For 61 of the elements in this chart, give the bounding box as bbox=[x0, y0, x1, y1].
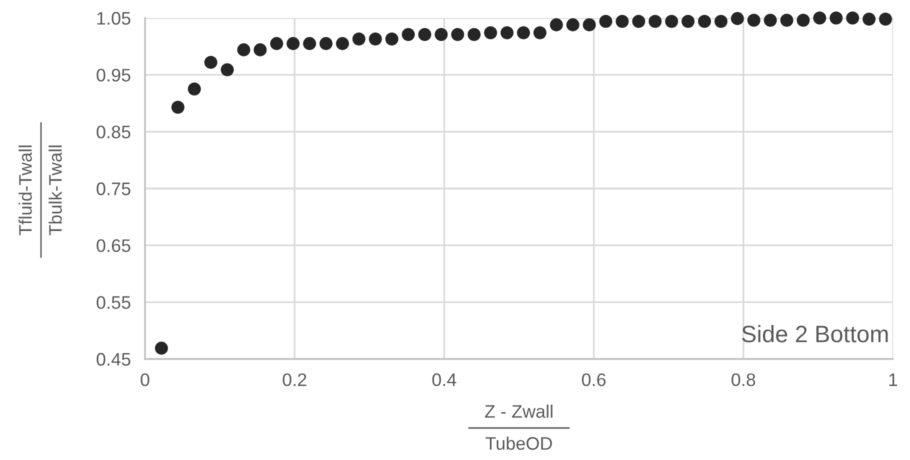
x-axis-title: Z - Zwall TubeOD bbox=[484, 404, 552, 450]
point bbox=[682, 14, 695, 28]
point bbox=[648, 14, 662, 28]
point bbox=[286, 37, 300, 50]
point bbox=[402, 28, 415, 41]
point bbox=[796, 14, 810, 27]
point bbox=[154, 342, 168, 355]
point bbox=[780, 14, 794, 27]
x-tick-label: 0.4 bbox=[432, 373, 456, 386]
y-tick-label: 0.75 bbox=[96, 182, 130, 196]
y-tick-label: 1.05 bbox=[97, 12, 130, 25]
y-axis-title: Tfluid-Twall Tbulk-Twall bbox=[18, 146, 62, 236]
point bbox=[632, 14, 646, 28]
point bbox=[862, 12, 876, 26]
point bbox=[468, 28, 481, 41]
point bbox=[188, 82, 201, 96]
point bbox=[237, 43, 250, 56]
point bbox=[320, 37, 333, 50]
x-tick-label: 0.8 bbox=[732, 373, 756, 386]
point bbox=[303, 37, 316, 50]
point bbox=[336, 37, 349, 50]
point bbox=[385, 32, 398, 46]
y-tick-label: 0.55 bbox=[96, 296, 130, 309]
point bbox=[550, 18, 563, 32]
x-tick-label: 1 bbox=[889, 374, 898, 386]
point bbox=[500, 26, 514, 40]
point bbox=[368, 32, 382, 46]
point bbox=[599, 14, 612, 28]
point bbox=[451, 28, 464, 41]
point bbox=[566, 18, 580, 32]
point bbox=[270, 37, 284, 50]
point bbox=[352, 32, 366, 46]
point bbox=[813, 11, 826, 25]
y-tick-label: 0.45 bbox=[96, 352, 130, 366]
point bbox=[533, 26, 546, 40]
x-tick-label: 0 bbox=[140, 373, 150, 386]
point bbox=[747, 14, 760, 27]
point bbox=[616, 14, 629, 28]
point bbox=[730, 12, 744, 26]
x-tick-label: 0.2 bbox=[282, 373, 306, 386]
point bbox=[418, 28, 432, 41]
point bbox=[220, 63, 234, 76]
point bbox=[665, 14, 678, 28]
annotation: Side 2 Bottom bbox=[742, 325, 888, 342]
point bbox=[434, 28, 448, 41]
y-tick-label: 0.95 bbox=[96, 68, 130, 82]
point bbox=[830, 11, 843, 25]
point bbox=[714, 14, 728, 28]
point bbox=[254, 43, 267, 56]
y-tick-label: 0.65 bbox=[96, 239, 130, 252]
point bbox=[516, 26, 530, 40]
point bbox=[846, 11, 860, 25]
point bbox=[171, 100, 184, 114]
x-tick-label: 0.6 bbox=[582, 373, 606, 386]
point bbox=[484, 26, 498, 40]
point bbox=[698, 14, 712, 28]
point bbox=[764, 14, 777, 27]
point bbox=[582, 18, 596, 32]
y-tick-label: 0.85 bbox=[96, 126, 130, 138]
point bbox=[204, 56, 218, 69]
point bbox=[879, 12, 892, 26]
